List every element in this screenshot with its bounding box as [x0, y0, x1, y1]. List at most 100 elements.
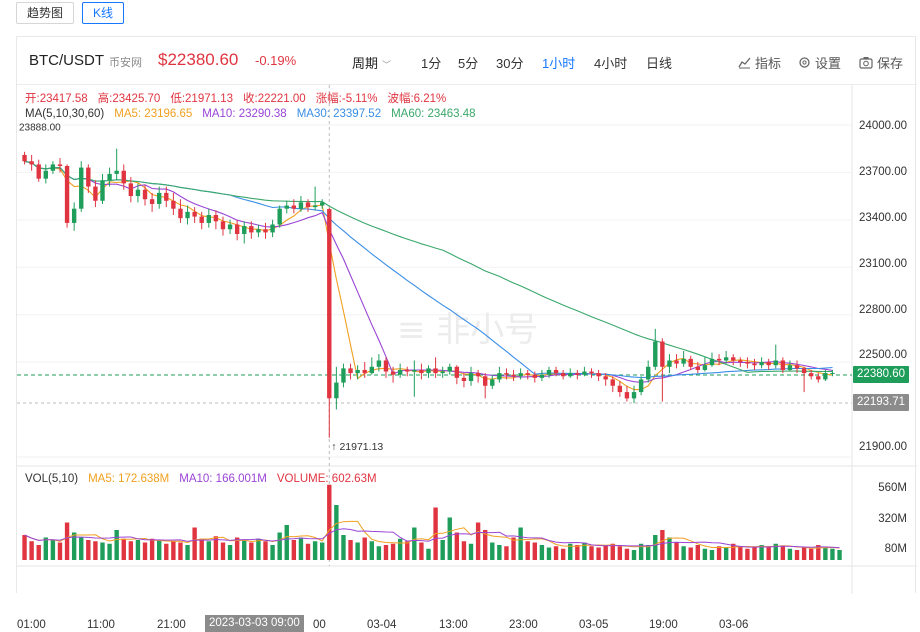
volume-bar: [291, 540, 297, 560]
volume-bar: [185, 545, 190, 560]
candle-body: [36, 164, 41, 179]
volume-bar: [511, 537, 516, 560]
volume-bar: [348, 540, 353, 560]
candle-body: [256, 229, 261, 233]
candle-body: [539, 374, 545, 378]
ma-info: MA(5,10,30,60) MA5: 23196.65 MA10: 23290.3…: [25, 108, 486, 120]
volume-bar: [426, 548, 431, 560]
chevron-down-icon: ﹀: [382, 60, 392, 70]
amplitude-value: 波幅:6.21%: [387, 93, 447, 105]
candle-body: [631, 392, 637, 399]
volume-bar: [695, 545, 701, 560]
volume-bar: [397, 538, 403, 560]
interval-1m[interactable]: 1分: [421, 56, 442, 71]
volume-bar: [447, 517, 452, 560]
candle-body: [575, 373, 580, 375]
candle-body: [780, 360, 786, 370]
ma10-value: MA10: 23290.38: [202, 108, 287, 120]
candle-body: [433, 368, 438, 374]
time-tick: 21:00: [157, 619, 186, 631]
price-tick: 21900.00: [859, 441, 907, 453]
volume-bar: [71, 532, 77, 560]
indicator-button[interactable]: 指标: [738, 53, 781, 72]
volume-bar: [86, 540, 91, 560]
volume-bar: [319, 542, 325, 560]
time-tick: 01:00: [17, 619, 46, 631]
volume-bar: [624, 548, 630, 560]
tab-kline[interactable]: K线: [82, 2, 125, 24]
volume-bar: [79, 537, 84, 560]
volume-bar: [199, 538, 204, 560]
candle-body: [582, 371, 587, 375]
interval-30m[interactable]: 30分: [496, 56, 524, 71]
volume-bar: [369, 541, 375, 560]
candle-body: [745, 362, 750, 364]
ma60-line: [24, 160, 833, 373]
volume-bar: [327, 484, 332, 560]
volume-bar: [546, 547, 552, 560]
volume-bar: [412, 527, 417, 560]
candle-body: [589, 371, 594, 374]
volume-bar: [660, 530, 665, 560]
period-dropdown[interactable]: 周期 ﹀: [352, 53, 391, 72]
volume-tick: 320M: [878, 513, 907, 525]
volume-bar: [575, 545, 580, 560]
gear-icon: [799, 57, 810, 68]
candle-body: [135, 189, 141, 197]
interval-5m[interactable]: 5分: [458, 56, 479, 71]
indicator-label: 指标: [755, 56, 782, 71]
save-button[interactable]: 保存: [859, 53, 903, 72]
price-tick: 23400.00: [859, 212, 907, 224]
volume-bar: [171, 541, 176, 560]
candle-body: [504, 373, 509, 375]
volume-bar: [808, 548, 814, 560]
tab-trend[interactable]: 趋势图: [16, 2, 75, 24]
price-tick: 23700.00: [859, 166, 907, 178]
volume-bar: [780, 546, 786, 560]
candle-body: [475, 373, 481, 377]
volume-bar: [596, 547, 601, 560]
volume-bar: [242, 540, 247, 560]
candle-body: [100, 180, 105, 201]
volume-bar: [816, 545, 821, 560]
volume-tick: 560M: [878, 482, 907, 494]
candle-body: [121, 170, 126, 184]
candle-body: [227, 224, 233, 230]
volume-bar: [305, 543, 311, 560]
volume-bar: [731, 543, 736, 560]
volume-bar: [723, 547, 729, 560]
candle-body: [723, 357, 729, 361]
vol-ma5-line: [24, 520, 840, 549]
volume-bar: [497, 545, 502, 560]
volume-bar: [149, 538, 155, 560]
candle-body: [808, 373, 814, 377]
interval-1d[interactable]: 日线: [646, 56, 673, 71]
settings-button[interactable]: 设置: [798, 53, 841, 72]
candle-body: [206, 215, 212, 223]
candle-body: [731, 357, 736, 361]
candle-body: [695, 366, 701, 370]
time-tick: 03-05: [579, 619, 609, 631]
volume-bar: [440, 540, 445, 560]
volume-bar: [178, 542, 183, 560]
volume-bar: [355, 542, 360, 560]
volume-bar: [589, 546, 594, 560]
candle-body: [390, 371, 396, 375]
candle-body: [525, 373, 530, 375]
volume-bar: [709, 550, 715, 560]
candle-body: [185, 211, 190, 219]
ma60-value: MA60: 23463.48: [391, 108, 476, 120]
volume-bar: [568, 543, 573, 560]
interval-1h[interactable]: 1小时: [542, 56, 576, 71]
volume-bar: [667, 537, 672, 560]
volume-bar: [107, 543, 112, 560]
candle-body: [716, 358, 722, 361]
kline-chart[interactable]: ≡ 非小号 23888.00 ↑ 21971.13 开:23417.58 高:2342…: [17, 85, 917, 632]
candle-body: [568, 373, 573, 377]
volume-bar: [270, 545, 275, 560]
volume-bar: [787, 548, 793, 560]
volume-bar: [610, 543, 615, 560]
volume-bar: [745, 548, 750, 560]
interval-4h[interactable]: 4小时: [594, 56, 628, 71]
candle-body: [234, 224, 240, 234]
